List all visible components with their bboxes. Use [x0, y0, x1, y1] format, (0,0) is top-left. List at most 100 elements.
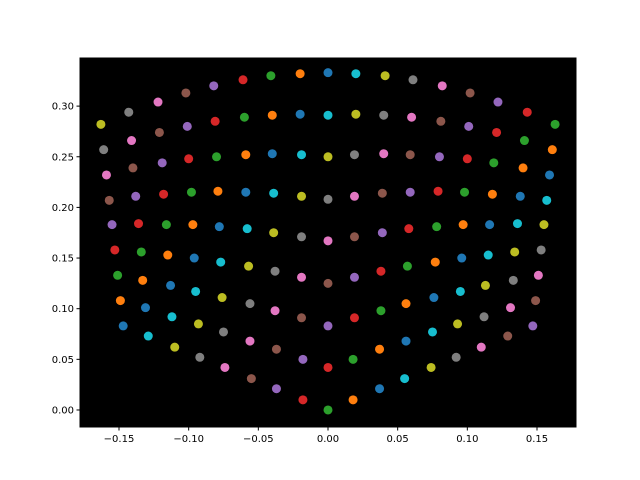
point — [405, 187, 415, 197]
point — [154, 127, 164, 137]
point — [297, 232, 307, 242]
point — [402, 261, 412, 271]
point — [140, 303, 150, 313]
point — [104, 195, 114, 205]
point — [245, 336, 255, 346]
point — [241, 187, 251, 197]
point — [503, 331, 513, 341]
point — [451, 352, 461, 362]
point — [453, 319, 463, 329]
point — [161, 220, 171, 230]
point — [458, 220, 468, 230]
point — [375, 344, 385, 354]
point — [143, 331, 153, 341]
point — [110, 245, 120, 255]
point — [124, 107, 134, 117]
point — [127, 136, 137, 146]
point — [184, 154, 194, 164]
point — [377, 188, 387, 198]
point — [295, 109, 305, 119]
point — [401, 299, 411, 309]
point — [430, 257, 440, 267]
point — [217, 293, 227, 303]
point — [432, 222, 442, 232]
point — [492, 127, 502, 137]
point — [131, 191, 141, 201]
point — [266, 71, 276, 81]
point — [506, 303, 516, 313]
x-tick-label: 0.10 — [456, 434, 478, 445]
point — [246, 374, 256, 384]
point — [216, 257, 226, 267]
point — [349, 150, 359, 160]
point — [533, 270, 543, 280]
point — [426, 362, 436, 372]
point — [298, 354, 308, 364]
point — [209, 81, 219, 91]
point — [515, 191, 525, 201]
point — [270, 266, 280, 276]
point — [375, 384, 385, 394]
point — [191, 286, 201, 296]
point — [238, 75, 248, 85]
point — [542, 195, 552, 205]
point — [487, 189, 497, 199]
point — [271, 344, 281, 354]
point — [380, 71, 390, 81]
point — [349, 313, 359, 323]
point — [512, 219, 522, 229]
point — [408, 75, 418, 85]
point — [323, 278, 333, 288]
point — [239, 112, 249, 122]
point — [437, 81, 447, 91]
point — [323, 236, 333, 246]
point — [269, 228, 279, 238]
x-tick-label: 0.15 — [526, 434, 548, 445]
point — [99, 145, 109, 155]
point — [429, 293, 439, 303]
point — [323, 362, 333, 372]
point — [480, 280, 490, 290]
point — [113, 270, 123, 280]
point — [460, 187, 470, 197]
point — [214, 222, 224, 232]
point — [115, 296, 125, 306]
point — [219, 327, 229, 337]
point — [405, 150, 415, 160]
point — [101, 170, 111, 180]
point — [220, 362, 230, 372]
y-tick-label: 0.00 — [52, 405, 74, 416]
point — [186, 187, 196, 197]
point — [462, 154, 472, 164]
point — [107, 220, 117, 230]
point — [297, 150, 307, 160]
point — [479, 312, 489, 322]
x-tick-label: 0.05 — [387, 434, 409, 445]
point — [427, 327, 437, 337]
y-tick-label: 0.20 — [52, 203, 74, 214]
point — [404, 224, 414, 234]
point — [138, 275, 148, 285]
point — [349, 272, 359, 282]
point — [195, 352, 205, 362]
x-tick-label: −0.15 — [104, 434, 135, 445]
point — [519, 136, 529, 146]
x-tick-label: −0.05 — [243, 434, 274, 445]
point — [270, 306, 280, 316]
y-tick-label: 0.25 — [52, 152, 74, 163]
point — [455, 286, 465, 296]
point — [323, 110, 333, 120]
y-tick-label: 0.15 — [52, 254, 74, 265]
point — [508, 275, 518, 285]
point — [213, 186, 223, 196]
point — [157, 158, 167, 168]
point — [298, 395, 308, 405]
point — [136, 247, 146, 257]
point — [245, 299, 255, 309]
point — [349, 191, 359, 201]
point — [434, 152, 444, 162]
point — [128, 163, 138, 173]
point — [163, 250, 173, 260]
point — [244, 261, 254, 271]
